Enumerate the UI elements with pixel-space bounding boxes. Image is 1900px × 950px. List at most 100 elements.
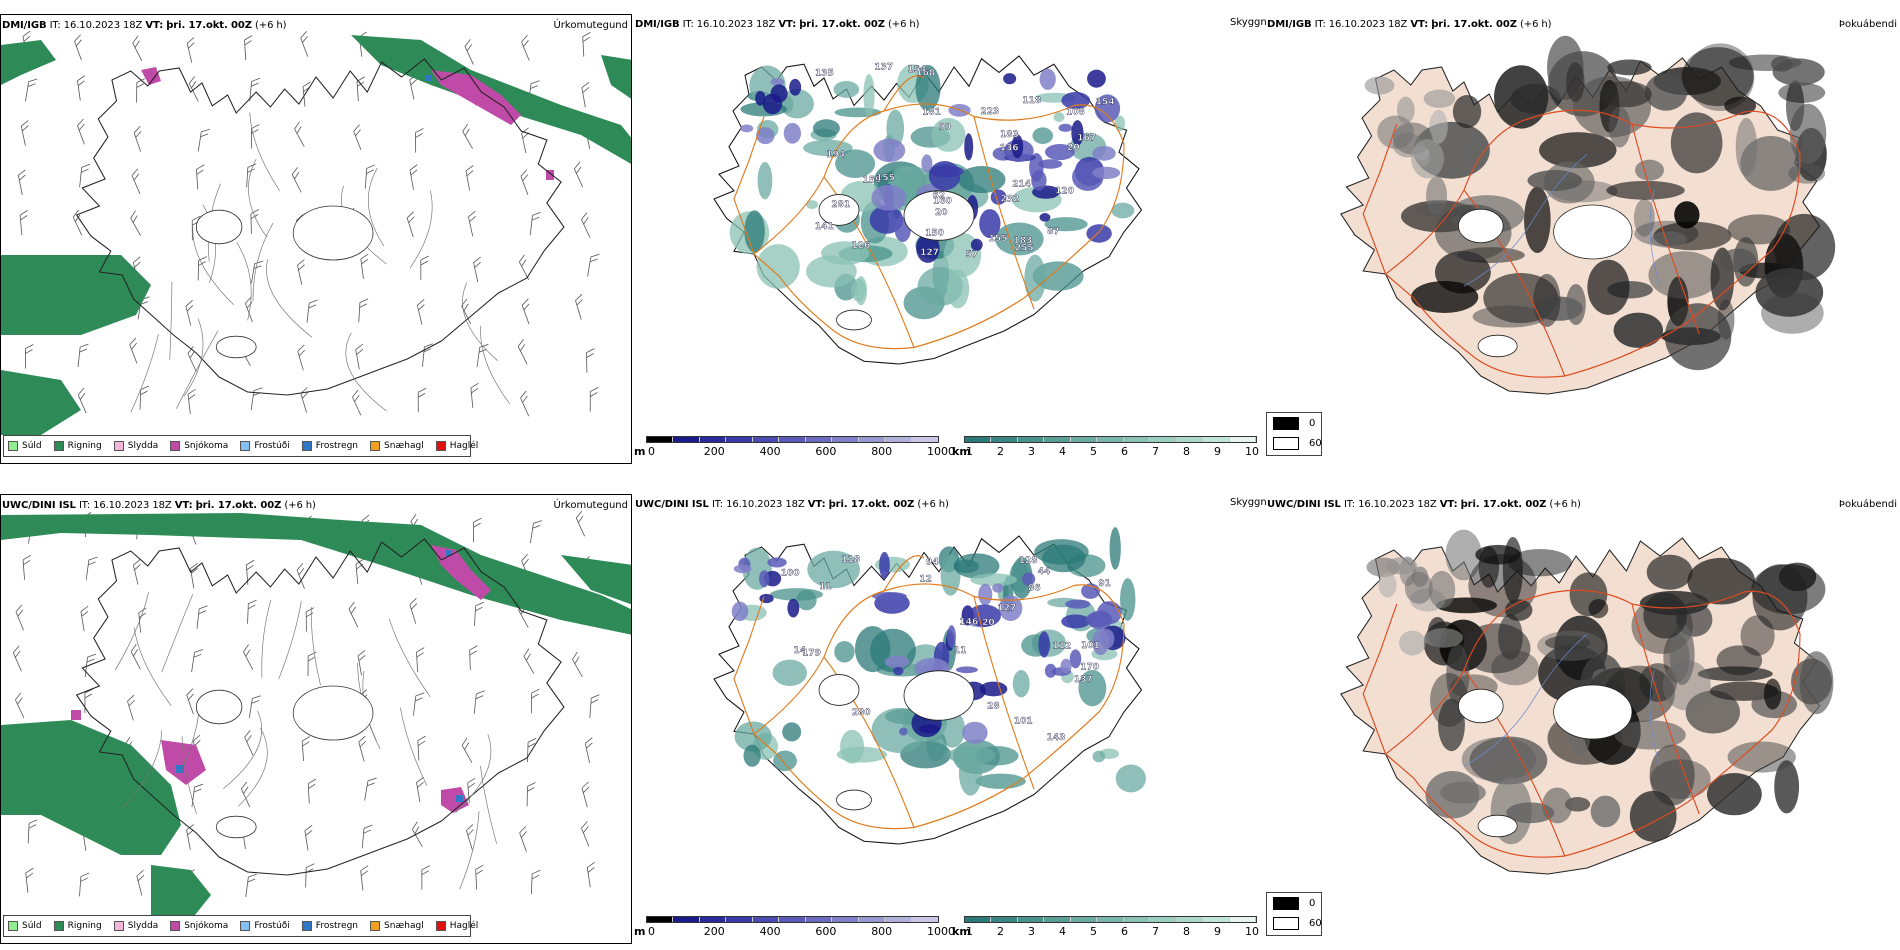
- colorbar-step: [858, 437, 886, 442]
- colorbar-tick: 10: [1245, 445, 1259, 458]
- cloud-base-value: 135: [815, 69, 834, 79]
- colorbar-step: [1203, 917, 1230, 922]
- snow-area: [71, 545, 491, 813]
- cloud-base-value: 194: [826, 150, 845, 160]
- cloud-base-value: 141: [815, 222, 834, 232]
- cloud-base-value: 108: [1066, 107, 1085, 117]
- cloud-base-value: 128: [1019, 556, 1038, 566]
- vt-value: þri. 17.okt. 00Z: [799, 19, 885, 30]
- legend-swatch: [1273, 897, 1299, 910]
- fog-title: Þokuábendi: [1838, 499, 1897, 510]
- colorbar-step: [1017, 437, 1045, 442]
- cloud-base-value: 154: [1096, 97, 1115, 107]
- vt-label: VT:: [1439, 499, 1458, 510]
- cloud-base-value: 281: [831, 200, 850, 210]
- colorbar-step: [726, 437, 753, 442]
- precip-panel-dmi: DMI/IGB IT: 16.10.2023 18Z VT: þri. 17.o…: [0, 14, 632, 464]
- cloud-base-value: 150: [925, 228, 944, 238]
- snow-area: [141, 67, 554, 180]
- colorbar-tick: 6: [1121, 925, 1128, 938]
- precip-legend-item: Snjókoma: [170, 921, 228, 931]
- legend-label: 60: [1309, 438, 1322, 449]
- legend-swatch: [301, 441, 312, 451]
- fog-index-map: [1340, 35, 1836, 395]
- legend-label: Frostregn: [315, 921, 359, 931]
- vt-label: VT:: [145, 20, 164, 31]
- it-label: IT:: [1314, 19, 1326, 30]
- it-label: IT:: [711, 499, 723, 510]
- visibility-area: [734, 527, 1146, 796]
- rain-area: [1, 513, 631, 920]
- colorbar-step: [911, 917, 938, 922]
- cloud-base-value: 183: [1013, 236, 1032, 246]
- legend-swatch: [1273, 437, 1299, 450]
- cloud-base-value: 167: [1077, 133, 1096, 143]
- precip-legend-item: Haglél: [435, 921, 478, 931]
- colorbar-tick: 3: [1028, 445, 1035, 458]
- colorbar-step: [752, 437, 780, 442]
- legend-label: Súld: [22, 921, 42, 931]
- colorbar-step: [1229, 917, 1256, 922]
- precip-legend-item: Súld: [8, 921, 42, 931]
- cloud-base-value: 127: [997, 603, 1016, 613]
- road-network: [1362, 589, 1801, 858]
- colorbar-step: [805, 437, 833, 442]
- cloud-base-value: 11: [819, 582, 832, 592]
- vt-value: þri. 17.okt. 00Z: [195, 500, 282, 511]
- colorbar-step: [832, 437, 859, 442]
- colorbar-unit: m: [634, 445, 646, 458]
- lead-time: (+6 h): [888, 19, 920, 30]
- colorbar-step: [1044, 917, 1071, 922]
- cloud-base-value: 137: [874, 62, 893, 72]
- iceland-outline: [713, 55, 1143, 365]
- cloud-base-value: 20: [1067, 143, 1080, 153]
- model-name: DMI/IGB: [2, 20, 47, 31]
- freezing-rain-area: [426, 75, 432, 81]
- legend-swatch: [370, 921, 381, 931]
- colorbar-tick: 4: [1059, 445, 1066, 458]
- colorbar-step: [1229, 437, 1256, 442]
- fog-legend-item: 60: [1273, 437, 1322, 450]
- cloud-base-value: 155: [989, 234, 1008, 244]
- legend-swatch: [53, 921, 64, 931]
- colorbar-step: [699, 437, 727, 442]
- cloud-base-value: 118: [841, 555, 860, 565]
- colorbar-step: [1203, 437, 1230, 442]
- fog-legend-item: 0: [1273, 417, 1315, 430]
- legend-label: Snæhagl: [384, 921, 424, 931]
- precip-header: UWC/DINI ISL IT: 16.10.2023 18Z VT: þri.…: [2, 500, 316, 511]
- cloud-base-value: 181: [922, 107, 941, 117]
- colorbar-step: [1150, 437, 1177, 442]
- cloud-header: UWC/DINI ISL IT: 16.10.2023 18Z VT: þri.…: [635, 499, 949, 510]
- colorbar-step: [1123, 917, 1151, 922]
- colorbar-tick: 400: [759, 925, 781, 938]
- colorbar-tick: 7: [1152, 445, 1159, 458]
- colorbar-tick: 4: [1059, 925, 1066, 938]
- lead-time: (+6 h): [1520, 19, 1552, 30]
- fog-legend: 0 60: [1266, 412, 1322, 456]
- precipitation-map: [1, 510, 631, 920]
- cloud-base-value: 86: [1028, 584, 1041, 594]
- cloud-base-value: 183: [1000, 130, 1019, 140]
- cloud-base-value: 118: [1022, 96, 1041, 106]
- fog-title: Þokuábendi: [1838, 19, 1897, 30]
- colorbar-step: [1097, 917, 1124, 922]
- precip-title: Úrkomutegund: [553, 20, 628, 31]
- colorbar-tick: 6: [1121, 445, 1128, 458]
- cloud-title: Skyggni: [1230, 17, 1266, 28]
- it-value: 16.10.2023 18Z: [93, 500, 172, 511]
- cloud-base-value: 126: [851, 241, 870, 251]
- lead-time: (+6 h): [917, 499, 949, 510]
- colorbar-tick: 2: [997, 925, 1004, 938]
- lead-time: (+6 h): [284, 500, 316, 511]
- cloud-base-value: 28: [987, 701, 1000, 711]
- river-network: [1463, 633, 1661, 767]
- precip-header: DMI/IGB IT: 16.10.2023 18Z VT: þri. 17.o…: [2, 20, 287, 31]
- model-name: UWC/DINI ISL: [2, 500, 76, 511]
- colorbar-tick: 7: [1152, 925, 1159, 938]
- legend-swatch: [240, 441, 251, 451]
- freezing-rain-area: [176, 550, 463, 802]
- legend-label: Rigning: [67, 921, 102, 931]
- colorbar-step: [832, 917, 859, 922]
- colorbar-step: [752, 917, 780, 922]
